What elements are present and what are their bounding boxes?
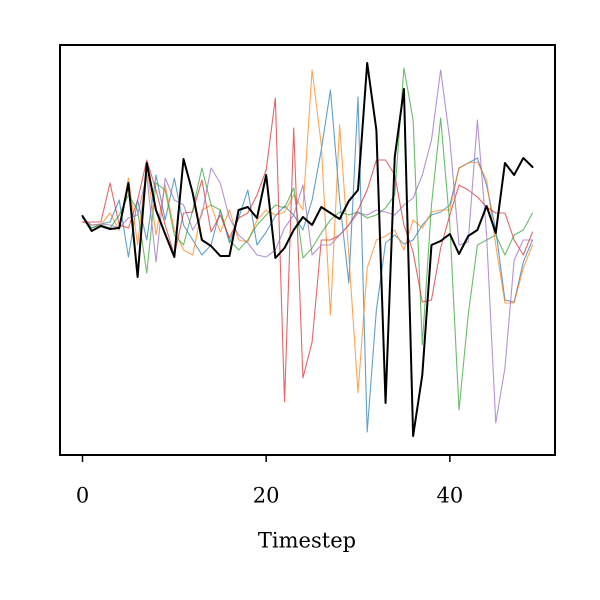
series-line [81, 97, 534, 403]
x-tick-label: 40 [436, 484, 463, 508]
x-tick-label: 0 [76, 484, 89, 508]
series-line [81, 62, 534, 437]
axes-frame [59, 44, 556, 456]
x-axis-label: Timestep [258, 529, 356, 553]
series-line [81, 69, 534, 394]
plot-area [81, 62, 534, 437]
x-tick-label: 20 [253, 484, 280, 508]
series-line [81, 67, 534, 411]
